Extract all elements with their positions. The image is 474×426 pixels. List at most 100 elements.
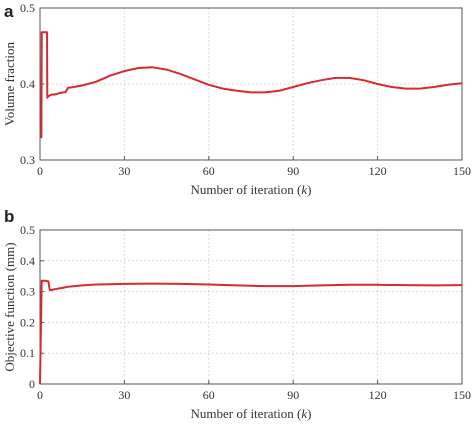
data-point [138, 67, 139, 68]
data-point [194, 79, 195, 80]
data-point [236, 90, 237, 91]
data-point [62, 92, 63, 93]
y-tick-label: 0.3 [20, 153, 35, 167]
x-tick-label: 90 [287, 388, 299, 402]
x-axis-label: Number of iteration (k) [191, 182, 312, 197]
data-point [59, 93, 60, 94]
data-point [349, 284, 350, 285]
data-point [152, 283, 153, 284]
x-tick-label: 120 [369, 388, 387, 402]
plot-frame [39, 7, 463, 161]
data-point [419, 88, 420, 89]
data-point [110, 75, 111, 76]
data-point [51, 94, 52, 95]
data-point [321, 285, 322, 286]
data-point [321, 80, 322, 81]
data-point [447, 84, 448, 85]
series-line [40, 31, 463, 139]
x-tick-label: 60 [203, 164, 215, 178]
data-point [124, 70, 125, 71]
data-point [42, 280, 43, 281]
data-point [96, 81, 97, 82]
x-tick-label: 0 [37, 164, 43, 178]
data-point [180, 283, 181, 284]
x-tick-label: 30 [118, 164, 130, 178]
data-point [264, 285, 265, 286]
x-tick-label: 60 [203, 388, 215, 402]
x-tick-label: 0 [37, 388, 43, 402]
x-tick-label: 30 [118, 388, 130, 402]
data-point [41, 32, 42, 33]
data-point [68, 286, 69, 287]
data-point [405, 88, 406, 89]
data-point [293, 285, 294, 286]
data-point [222, 88, 223, 89]
data-point [363, 80, 364, 81]
data-point [349, 77, 350, 78]
data-point [180, 74, 181, 75]
x-tick-label: 90 [287, 164, 299, 178]
data-point [82, 85, 83, 86]
y-tick-label: 0.3 [20, 285, 35, 299]
data-point [82, 285, 83, 286]
panel-letter: a [4, 2, 14, 21]
y-axis-label: Objective function (mm) [2, 242, 17, 371]
data-point [461, 285, 462, 286]
y-tick-label: 0.2 [20, 315, 35, 329]
data-point [236, 285, 237, 286]
data-point [48, 281, 49, 282]
data-point [264, 92, 265, 93]
data-point [48, 96, 49, 97]
data-point [46, 32, 47, 33]
y-tick-label: 0.4 [20, 77, 35, 91]
data-point [377, 284, 378, 285]
data-point [461, 83, 462, 84]
panel-b: b 0 30 60 90 120 150 0 0.1 0.2 0.3 0.4 0.5 Number of … [2, 207, 471, 421]
x-tick-label: 120 [369, 164, 387, 178]
data-point [65, 92, 66, 93]
x-axis-label: Number of iteration (k) [191, 406, 312, 421]
data-point [45, 32, 46, 33]
data-point [279, 90, 280, 91]
data-point [53, 94, 54, 95]
data-point [124, 283, 125, 284]
y-tick-label: 0.4 [20, 254, 35, 268]
data-point [51, 289, 52, 290]
panel-letter: b [4, 207, 14, 226]
data-point [45, 280, 46, 281]
data-point [152, 67, 153, 68]
y-tick-label: 0.5 [20, 1, 35, 15]
data-point [166, 69, 167, 70]
series-line [39, 279, 463, 385]
y-tick-label: 0.1 [20, 346, 35, 360]
data-point [208, 84, 209, 85]
data-point [62, 287, 63, 288]
data-point [56, 93, 57, 94]
data-point [39, 383, 40, 384]
data-point [41, 280, 42, 281]
data-point [250, 92, 251, 93]
data-point [47, 97, 48, 98]
data-point [73, 86, 74, 87]
y-tick-label: 0.5 [20, 223, 35, 237]
data-point [293, 86, 294, 87]
data-point [39, 137, 40, 138]
data-point [307, 83, 308, 84]
panel-a: a 0 30 60 90 120 150 0.3 0.4 0.5 Number of iterati… [2, 1, 471, 197]
data-point [96, 284, 97, 285]
data-point [391, 86, 392, 87]
data-point [53, 289, 54, 290]
data-point [56, 288, 57, 289]
data-point [405, 285, 406, 286]
data-point [68, 87, 69, 88]
y-tick-label: 0 [29, 377, 35, 391]
y-axis-label: Volume fraction [2, 42, 17, 126]
data-point [377, 83, 378, 84]
data-point [49, 289, 50, 290]
data-point [335, 77, 336, 78]
data-point [208, 284, 209, 285]
data-point [433, 86, 434, 87]
data-point [41, 137, 42, 138]
data-point [433, 285, 434, 286]
